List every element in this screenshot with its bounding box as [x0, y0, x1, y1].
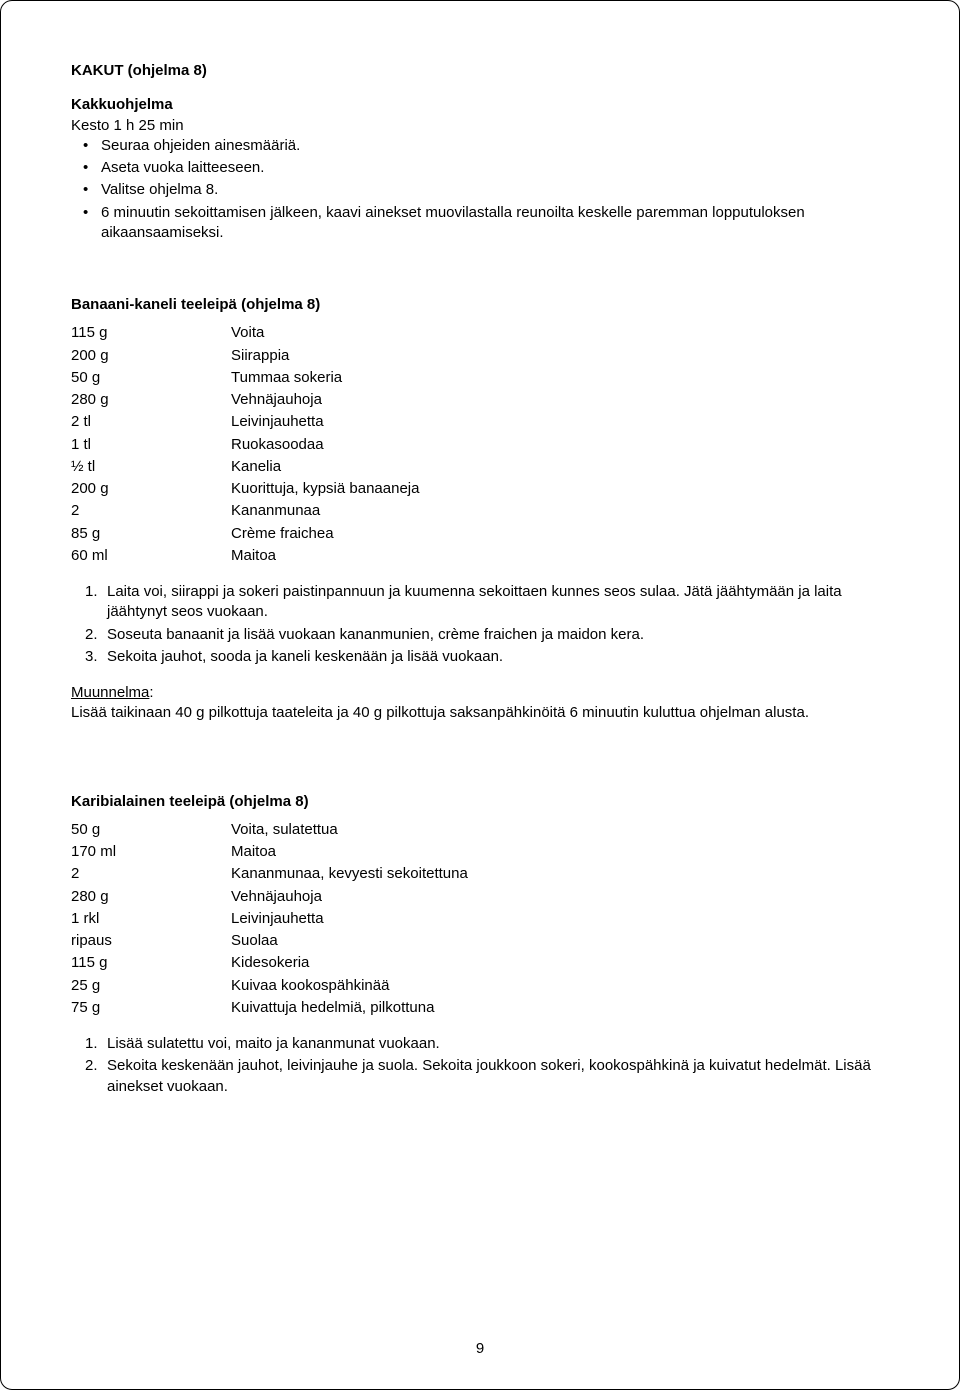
ingredient-row: 50 gVoita, sulatettua — [71, 820, 468, 842]
step-item: 1.Lisää sulatettu voi, maito ja kananmun… — [71, 1034, 889, 1054]
ingredient-qty: 200 g — [71, 346, 231, 368]
bullet-item: Aseta vuoka laitteeseen. — [71, 158, 889, 178]
ingredient-item: Voita, sulatettua — [231, 820, 468, 842]
ingredient-item: Siirappia — [231, 346, 419, 368]
ingredient-qty: 2 — [71, 501, 231, 523]
kakut-section: KAKUT (ohjelma 8) Kakkuohjelma Kesto 1 h… — [71, 61, 889, 243]
ingredient-row: 280 gVehnäjauhoja — [71, 887, 468, 909]
ingredient-item: Crème fraichea — [231, 524, 419, 546]
ingredient-item: Ruokasoodaa — [231, 435, 419, 457]
ingredient-row: 60 mlMaitoa — [71, 546, 419, 568]
kakkuohjelma-heading: Kakkuohjelma — [71, 95, 889, 115]
ingredient-item: Voita — [231, 323, 419, 345]
ingredient-item: Kidesokeria — [231, 953, 468, 975]
ingredient-item: Kananmunaa, kevyesti sekoitettuna — [231, 864, 468, 886]
step-item: 3.Sekoita jauhot, sooda ja kaneli kesken… — [71, 647, 889, 667]
ingredient-row: 2Kananmunaa, kevyesti sekoitettuna — [71, 864, 468, 886]
ingredient-qty: 280 g — [71, 887, 231, 909]
ingredient-item: Kuivaa kookospähkinää — [231, 976, 468, 998]
ingredient-row: 2 tlLeivinjauhetta — [71, 412, 419, 434]
ingredient-qty: 170 ml — [71, 842, 231, 864]
ingredient-qty: 115 g — [71, 323, 231, 345]
recipe1-steps: 1.Laita voi, siirappi ja sokeri paistinp… — [71, 582, 889, 667]
kakkuohjelma-bullets: Seuraa ohjeiden ainesmääriä. Aseta vuoka… — [71, 136, 889, 243]
ingredient-qty: 2 tl — [71, 412, 231, 434]
bullet-item: Seuraa ohjeiden ainesmääriä. — [71, 136, 889, 156]
ingredient-qty: 1 rkl — [71, 909, 231, 931]
ingredient-qty: 60 ml — [71, 546, 231, 568]
ingredient-qty: 85 g — [71, 524, 231, 546]
ingredient-item: Vehnäjauhoja — [231, 390, 419, 412]
ingredient-item: Kananmunaa — [231, 501, 419, 523]
ingredient-qty: 75 g — [71, 998, 231, 1020]
ingredient-qty: ripaus — [71, 931, 231, 953]
ingredient-row: 115 gKidesokeria — [71, 953, 468, 975]
recipe2-steps: 1.Lisää sulatettu voi, maito ja kananmun… — [71, 1034, 889, 1097]
ingredient-item: Tummaa sokeria — [231, 368, 419, 390]
step-text: Laita voi, siirappi ja sokeri paistinpan… — [107, 583, 842, 620]
ingredient-qty: 50 g — [71, 820, 231, 842]
recipe2-ingredients: 50 gVoita, sulatettua 170 mlMaitoa 2Kana… — [71, 820, 468, 1020]
recipe2-section: Karibialainen teeleipä (ohjelma 8) 50 gV… — [71, 792, 889, 1097]
ingredient-qty: 2 — [71, 864, 231, 886]
ingredient-item: Vehnäjauhoja — [231, 887, 468, 909]
ingredient-qty: ½ tl — [71, 457, 231, 479]
step-text: Soseuta banaanit ja lisää vuokaan kananm… — [107, 626, 644, 643]
ingredient-qty: 115 g — [71, 953, 231, 975]
ingredient-row: 115 gVoita — [71, 323, 419, 345]
ingredient-item: Leivinjauhetta — [231, 412, 419, 434]
ingredient-row: ½ tlKanelia — [71, 457, 419, 479]
step-item: 2.Soseuta banaanit ja lisää vuokaan kana… — [71, 625, 889, 645]
ingredient-item: Maitoa — [231, 546, 419, 568]
bullet-item: 6 minuutin sekoittamisen jälkeen, kaavi … — [71, 203, 889, 244]
page-number: 9 — [1, 1339, 959, 1359]
ingredient-row: 85 gCrème fraichea — [71, 524, 419, 546]
ingredient-row: 1 tlRuokasoodaa — [71, 435, 419, 457]
ingredient-item: Kanelia — [231, 457, 419, 479]
ingredient-row: 170 mlMaitoa — [71, 842, 468, 864]
ingredient-row: 280 gVehnäjauhoja — [71, 390, 419, 412]
ingredient-row: 200 gKuorittuja, kypsiä banaaneja — [71, 479, 419, 501]
ingredient-item: Leivinjauhetta — [231, 909, 468, 931]
variation-block: Muunnelma: Lisää taikinaan 40 g pilkottu… — [71, 683, 889, 724]
ingredient-row: ripausSuolaa — [71, 931, 468, 953]
ingredient-item: Maitoa — [231, 842, 468, 864]
ingredient-row: 25 gKuivaa kookospähkinää — [71, 976, 468, 998]
step-item: 2.Sekoita keskenään jauhot, leivinjauhe … — [71, 1056, 889, 1097]
step-text: Sekoita jauhot, sooda ja kaneli keskenää… — [107, 648, 503, 665]
ingredient-row: 2Kananmunaa — [71, 501, 419, 523]
step-text: Sekoita keskenään jauhot, leivinjauhe ja… — [107, 1057, 871, 1094]
ingredient-row: 200 gSiirappia — [71, 346, 419, 368]
ingredient-qty: 280 g — [71, 390, 231, 412]
ingredient-item: Kuorittuja, kypsiä banaaneja — [231, 479, 419, 501]
ingredient-item: Suolaa — [231, 931, 468, 953]
bullet-item: Valitse ohjelma 8. — [71, 180, 889, 200]
recipe1-section: Banaani-kaneli teeleipä (ohjelma 8) 115 … — [71, 295, 889, 724]
recipe2-title: Karibialainen teeleipä (ohjelma 8) — [71, 792, 889, 812]
ingredient-qty: 200 g — [71, 479, 231, 501]
document-page: KAKUT (ohjelma 8) Kakkuohjelma Kesto 1 h… — [0, 0, 960, 1390]
recipe1-ingredients: 115 gVoita 200 gSiirappia 50 gTummaa sok… — [71, 323, 419, 568]
ingredient-qty: 50 g — [71, 368, 231, 390]
ingredient-qty: 1 tl — [71, 435, 231, 457]
variation-text: Lisää taikinaan 40 g pilkottuja taatelei… — [71, 704, 809, 721]
ingredient-row: 50 gTummaa sokeria — [71, 368, 419, 390]
step-item: 1.Laita voi, siirappi ja sokeri paistinp… — [71, 582, 889, 623]
ingredient-row: 1 rklLeivinjauhetta — [71, 909, 468, 931]
ingredient-qty: 25 g — [71, 976, 231, 998]
kakut-title: KAKUT (ohjelma 8) — [71, 61, 889, 81]
step-text: Lisää sulatettu voi, maito ja kananmunat… — [107, 1035, 440, 1052]
variation-label: Muunnelma — [71, 684, 149, 701]
recipe1-title: Banaani-kaneli teeleipä (ohjelma 8) — [71, 295, 889, 315]
ingredient-item: Kuivattuja hedelmiä, pilkottuna — [231, 998, 468, 1020]
ingredient-row: 75 gKuivattuja hedelmiä, pilkottuna — [71, 998, 468, 1020]
kakkuohjelma-duration: Kesto 1 h 25 min — [71, 116, 889, 136]
